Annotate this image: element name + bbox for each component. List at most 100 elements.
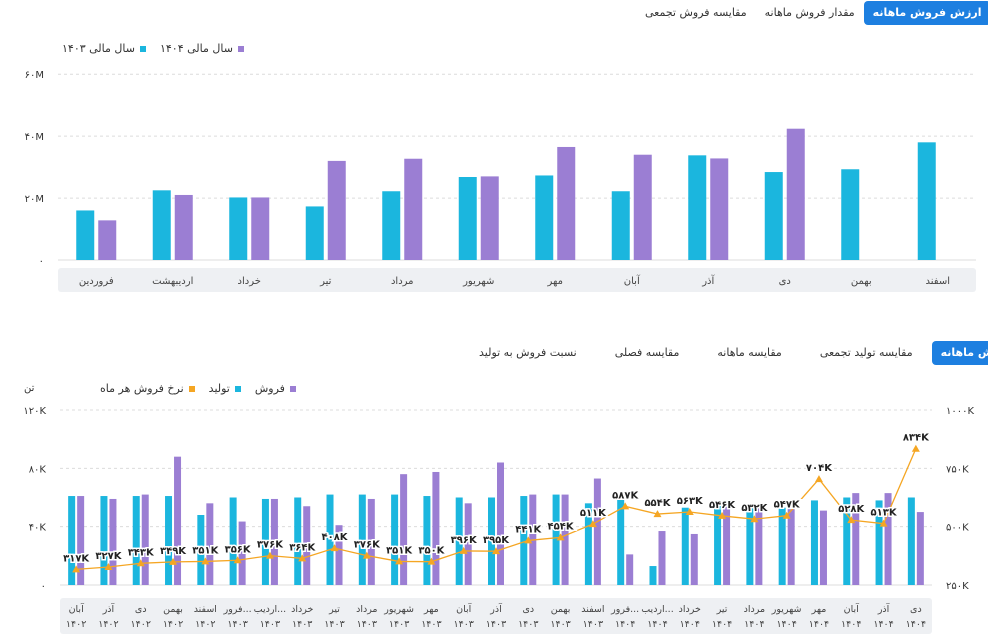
tab-monthly-sales-quantity[interactable]: مقدار فروش ماهانه: [764, 6, 855, 19]
bar-1404: [404, 158, 423, 260]
bar-sales: [109, 498, 117, 585]
x-tick-label-month: تیر: [716, 604, 728, 615]
x-tick-label-month: شهریور: [771, 604, 802, 615]
bar-1403: [305, 206, 324, 260]
sales-rate-data-label: ۷۰۴K: [806, 463, 833, 474]
tab-monthly-sales[interactable]: فروش ماهانه: [931, 341, 988, 365]
y-right-tick-label: ۵۰۰K: [946, 523, 969, 534]
x-tick-label-year: ۱۴۰۲: [66, 619, 86, 630]
tab-monthly-comparison[interactable]: مقایسه ماهانه: [717, 346, 782, 359]
x-tick-label-month: تیر: [328, 604, 340, 615]
x-tick-label-month: اسفند: [194, 604, 217, 615]
legend-label-1404: سال مالی ۱۴۰۴: [159, 42, 233, 55]
bar-production: [681, 507, 689, 585]
sales-rate-point: [233, 556, 242, 564]
sales-rate-data-label: ۳۷۶K: [257, 540, 284, 551]
x-tick-label: تیر: [319, 276, 332, 287]
bar-sales: [852, 493, 860, 585]
sales-rate-data-label: ۵۴۷K: [774, 500, 801, 511]
legend-label-sales-rate: نرخ فروش هر ماه: [100, 382, 184, 395]
bar-1404: [557, 146, 576, 260]
legend-label-production: تولید: [208, 382, 230, 395]
bar-sales: [884, 493, 892, 585]
x-tick-label-year: ۱۴۰۳: [550, 619, 570, 630]
bar-sales: [497, 462, 504, 585]
legend-item-1403[interactable]: سال مالی ۱۴۰۳: [62, 42, 146, 55]
sales-rate-point: [718, 511, 727, 519]
bar-1404: [98, 220, 117, 260]
sales-rate-point: [685, 507, 694, 515]
bar-1403: [76, 210, 95, 260]
x-tick-label-month: فرور...: [610, 604, 639, 615]
sales-rate-data-label: ۴۰۸K: [321, 532, 348, 543]
sales-rate-point: [556, 533, 565, 541]
sales-rate-point: [588, 520, 597, 528]
bar-sales: [335, 525, 343, 585]
bottom-legend: نرخ فروش هر ماه تولید فروش: [100, 382, 310, 395]
bar-sales: [206, 503, 214, 585]
sales-rate-point: [104, 563, 113, 571]
x-tick-label: اردیبهشت: [152, 276, 193, 287]
x-tick-label-year: ۱۴۰۴: [873, 619, 893, 630]
y-left-tick-label: ۴۰K: [29, 523, 47, 534]
x-tick-label-month: بهمن: [551, 604, 571, 615]
bar-sales: [916, 512, 924, 585]
legend-swatch-1403: [139, 45, 146, 52]
bar-sales: [626, 554, 634, 585]
tab-monthly-sales-value[interactable]: ارزش فروش ماهانه: [863, 1, 988, 25]
sales-rate-point: [524, 536, 533, 544]
bar-production: [197, 515, 205, 585]
x-tick-label-year: ۱۴۰۴: [712, 619, 732, 630]
x-tick-label-month: آبان: [69, 602, 85, 615]
sales-rate-point: [362, 551, 371, 559]
x-tick-label-year: ۱۴۰۳: [260, 619, 280, 630]
legend-item-sales-rate[interactable]: نرخ فروش هر ماه: [100, 382, 195, 395]
sales-rate-data-label: ۳۱۷K: [63, 553, 90, 564]
x-tick-label: خرداد: [238, 276, 261, 287]
x-tick-label-month: مهر: [423, 604, 439, 615]
x-tick-label-month: آذر: [877, 602, 890, 615]
tab-cumulative-production-comparison[interactable]: مقایسه تولید تجمعی: [819, 346, 913, 359]
x-tick-label-month: خرداد: [291, 604, 313, 615]
bar-1403: [152, 190, 171, 260]
sales-rate-point: [750, 515, 759, 523]
bar-production: [907, 497, 915, 585]
bar-1404: [633, 154, 652, 260]
x-tick-label: دی: [779, 276, 791, 287]
x-tick-label-year: ۱۴۰۳: [421, 619, 441, 630]
bar-production: [714, 506, 722, 585]
bar-production: [746, 507, 754, 585]
sales-rate-data-label: ۵۲۸K: [838, 504, 865, 515]
x-tick-label-year: ۱۴۰۳: [357, 619, 377, 630]
sales-rate-data-label: ۳۵۱K: [192, 545, 219, 556]
x-tick-label-year: ۱۴۰۴: [647, 619, 667, 630]
legend-item-sales[interactable]: فروش: [255, 382, 296, 395]
tab-cumulative-sales-comparison[interactable]: مقایسه فروش تجمعی: [645, 6, 747, 19]
sales-rate-point: [201, 557, 210, 565]
tab-sales-to-production-ratio[interactable]: نسبت فروش به تولید: [479, 346, 577, 359]
sales-rate-data-label: ۳۹۶K: [451, 535, 478, 546]
sales-rate-data-label: ۴۴۱K: [515, 524, 542, 535]
sales-rate-point: [330, 544, 339, 552]
bar-1404: [251, 197, 270, 260]
bar-sales: [77, 496, 85, 585]
sales-rate-data-label: ۳۹۵K: [483, 535, 510, 546]
legend-item-production[interactable]: تولید: [209, 382, 241, 395]
tab-seasonal-comparison[interactable]: مقایسه فصلی: [614, 346, 680, 359]
y-left-tick-label: ۸۰K: [29, 464, 47, 475]
legend-item-1404[interactable]: سال مالی ۱۴۰۴: [160, 42, 244, 55]
bar-1403: [841, 169, 860, 260]
bar-1404: [174, 194, 193, 260]
x-tick-label-month: مرداد: [356, 604, 377, 615]
sales-rate-data-label: ۳۶۴K: [289, 542, 316, 553]
y-tick-label: ۴۰M: [25, 132, 44, 143]
x-axis-band: [58, 268, 976, 292]
x-tick-label-month: مهر: [811, 604, 827, 615]
sales-rate-point: [459, 546, 468, 554]
x-tick-label-year: ۱۴۰۳: [324, 619, 344, 630]
x-tick-label-year: ۱۴۰۳: [583, 619, 603, 630]
bar-1403: [382, 191, 401, 260]
bar-production: [875, 500, 883, 585]
sales-rate-data-label: ۳۵۰K: [418, 546, 445, 557]
bar-production: [294, 497, 302, 585]
